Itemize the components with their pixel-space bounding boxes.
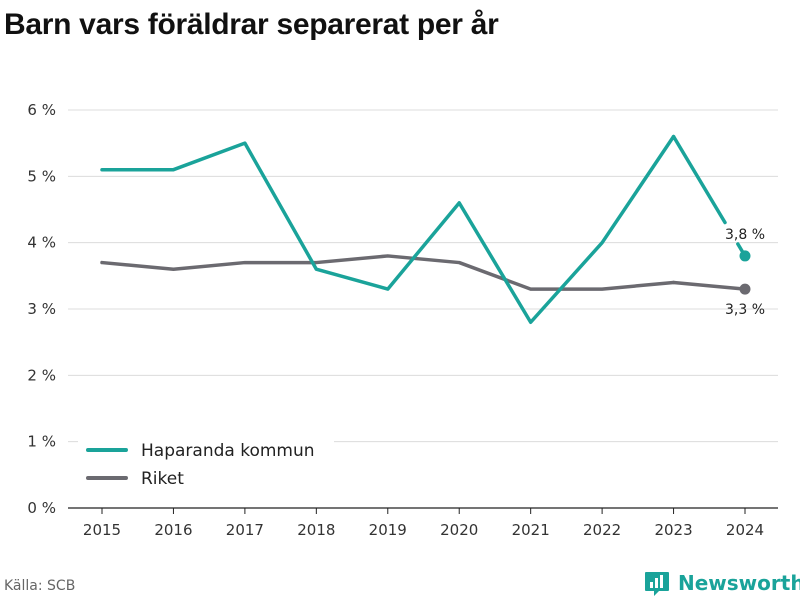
x-axis-ticks: 2015 2016 2017 2018 2019 2020 2021 2022 2023 2024 — [83, 508, 764, 539]
end-point-marker — [739, 250, 751, 262]
end-value-label: 3,3 % — [725, 302, 765, 318]
legend-label: Riket — [141, 469, 184, 489]
x-tick-label: 2016 — [154, 521, 192, 539]
legend-background — [78, 433, 334, 493]
source-label: Källa: SCB — [4, 578, 76, 594]
series-line — [100, 254, 676, 291]
x-tick-label: 2021 — [512, 521, 550, 539]
end-markers: 3,8 % 3,3 % — [725, 227, 765, 318]
brand-name: Newsworthy — [678, 571, 800, 595]
y-tick-label: 2 % — [27, 366, 56, 384]
end-point-marker — [739, 283, 751, 295]
y-tick-label: 6 % — [27, 101, 56, 119]
y-tick-label: 1 % — [27, 433, 56, 451]
y-axis-ticks: 0 % 1 % 2 % 3 % 4 % 5 % 6 % — [27, 101, 56, 517]
x-tick-label: 2018 — [297, 521, 335, 539]
newsworthy-logo-icon — [645, 572, 669, 596]
series-line-segment — [671, 280, 747, 291]
legend-label: Haparanda kommun — [141, 441, 315, 461]
x-tick-label: 2020 — [440, 521, 478, 539]
y-tick-label: 4 % — [27, 234, 56, 252]
y-tick-label: 3 % — [27, 300, 56, 318]
legend: Haparanda kommun Riket — [78, 433, 334, 493]
x-tick-label: 2023 — [654, 521, 692, 539]
y-tick-label: 0 % — [27, 499, 56, 517]
series-line — [100, 134, 676, 325]
x-tick-label: 2015 — [83, 521, 121, 539]
y-tick-label: 5 % — [27, 167, 56, 185]
end-value-label: 3,8 % — [725, 227, 765, 243]
series-lines — [100, 134, 747, 325]
chart-title: Barn vars föräldrar separerat per år — [4, 8, 499, 41]
brand[interactable]: Newsworthy — [644, 568, 800, 598]
x-tick-label: 2019 — [369, 521, 407, 539]
x-tick-label: 2017 — [226, 521, 264, 539]
x-tick-label: 2022 — [583, 521, 621, 539]
x-tick-label: 2024 — [726, 521, 764, 539]
series-line-segment — [671, 134, 727, 225]
